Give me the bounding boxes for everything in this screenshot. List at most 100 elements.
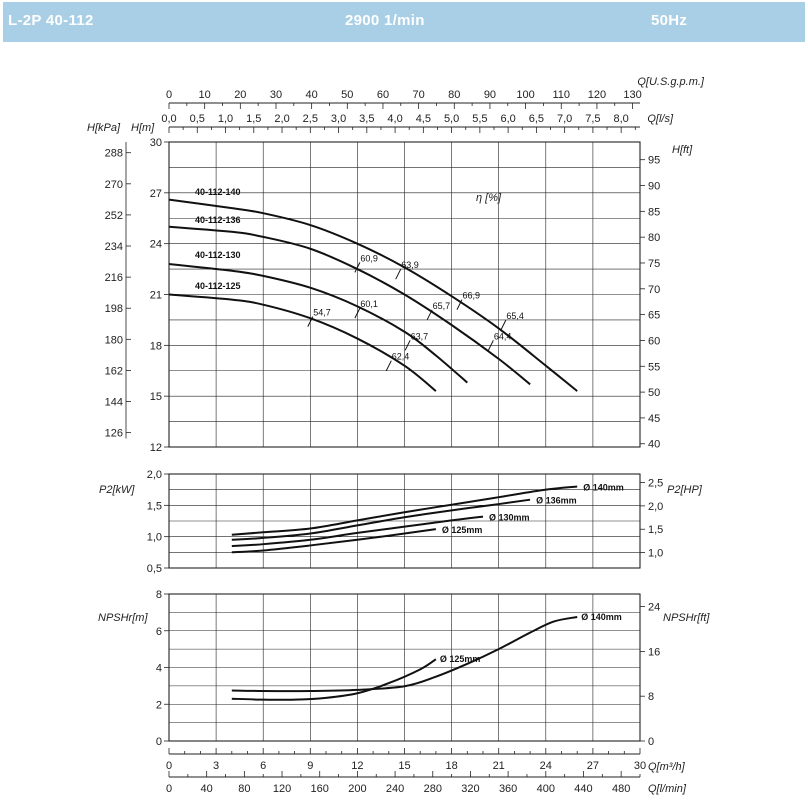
ls-tick-label: 7,5 xyxy=(585,113,600,125)
head-ft-tick-label: 75 xyxy=(648,258,660,270)
power-curve-label: Ø 140mm xyxy=(583,483,624,493)
efficiency-mark xyxy=(354,262,361,273)
gpm-tick-label: 50 xyxy=(341,89,353,101)
power-kw-tick-label: 1,0 xyxy=(147,532,162,544)
efficiency-mark-label: 63,7 xyxy=(411,331,429,341)
gpm-tick-label: 60 xyxy=(377,89,389,101)
kpa-tick-label: 198 xyxy=(105,303,123,315)
kpa-tick-label: 288 xyxy=(105,148,123,160)
npsh-m-tick-label: 4 xyxy=(156,663,162,675)
ls-axis-label: Q[l/s] xyxy=(647,113,674,125)
m3h-tick-label: 27 xyxy=(587,760,599,772)
ls-tick-label: 3,0 xyxy=(331,113,346,125)
m3h-tick-label: 24 xyxy=(540,760,552,772)
power-curve-label: Ø 130mm xyxy=(489,513,530,523)
kpa-tick-label: 216 xyxy=(105,272,123,284)
kpa-tick-label: 144 xyxy=(105,397,123,409)
gpm-tick-label: 130 xyxy=(623,89,641,101)
efficiency-mark xyxy=(456,299,463,310)
kpa-tick-label: 234 xyxy=(105,241,123,253)
lmin-tick-label: 240 xyxy=(386,783,404,795)
kpa-tick-label: 180 xyxy=(105,334,123,346)
lmin-tick-label: 320 xyxy=(461,783,479,795)
head-m-tick-label: 27 xyxy=(150,188,162,200)
head-m-tick-label: 12 xyxy=(150,442,162,454)
npsh-ft-tick-label: 0 xyxy=(648,736,654,748)
head-m-tick-label: 21 xyxy=(150,290,162,302)
efficiency-mark-label: 64,4 xyxy=(494,331,512,341)
lmin-tick-label: 200 xyxy=(348,783,366,795)
frequency-title: 50Hz xyxy=(651,12,688,29)
npsh-ft-tick-label: 16 xyxy=(648,646,660,658)
m3h-tick-label: 18 xyxy=(445,760,457,772)
efficiency-mark xyxy=(385,360,392,371)
model-title: L-2P 40-112 xyxy=(8,12,94,29)
m3h-tick-label: 12 xyxy=(351,760,363,772)
head-m-tick-label: 30 xyxy=(150,137,162,149)
ls-tick-label: 3,5 xyxy=(359,113,374,125)
head-m-label: H[m] xyxy=(131,122,155,134)
head-curve xyxy=(168,263,468,384)
ls-tick-label: 0,0 xyxy=(161,113,176,125)
ls-tick-label: 4,5 xyxy=(416,113,431,125)
head-curve xyxy=(168,198,578,392)
efficiency-mark xyxy=(354,307,361,319)
lmin-tick-label: 480 xyxy=(612,783,630,795)
npsh-m-tick-label: 0 xyxy=(156,736,162,748)
gpm-tick-label: 100 xyxy=(516,89,534,101)
head-ft-tick-label: 40 xyxy=(648,439,660,451)
power-hp-label: P2[HP] xyxy=(667,484,703,496)
head-ft-tick-label: 60 xyxy=(648,335,660,347)
speed-title: 2900 1/min xyxy=(345,12,425,29)
head-ft-tick-label: 85 xyxy=(648,206,660,218)
power-hp-tick-label: 1,5 xyxy=(648,524,663,536)
power-hp-tick-label: 1,0 xyxy=(648,548,663,560)
npsh-m-tick-label: 8 xyxy=(156,589,162,601)
lmin-axis-label: Q[l/min] xyxy=(648,783,687,795)
head-ft-tick-label: 50 xyxy=(648,387,660,399)
efficiency-mark xyxy=(307,316,314,327)
efficiency-mark xyxy=(487,340,494,351)
lmin-tick-label: 120 xyxy=(273,783,291,795)
head-ft-tick-label: 70 xyxy=(648,284,660,296)
m3h-tick-label: 30 xyxy=(634,760,646,772)
head-curve-label: 40-112-125 xyxy=(195,281,241,291)
lmin-tick-label: 360 xyxy=(499,783,517,795)
head-ft-tick-label: 55 xyxy=(648,361,660,373)
m3h-tick-label: 21 xyxy=(493,760,505,772)
efficiency-mark-label: 60,1 xyxy=(360,299,378,309)
lmin-tick-label: 80 xyxy=(238,783,250,795)
head-curve-label: 40-112-140 xyxy=(195,187,241,197)
efficiency-mark-label: 54,7 xyxy=(313,308,331,318)
power-curve-label: Ø 136mm xyxy=(536,496,577,506)
ls-tick-label: 5,0 xyxy=(444,113,459,125)
power-curve-label: Ø 125mm xyxy=(442,525,483,535)
efficiency-label: η [%] xyxy=(476,192,502,204)
efficiency-mark-label: 63,9 xyxy=(401,260,419,270)
gpm-tick-label: 70 xyxy=(412,89,424,101)
kpa-tick-label: 126 xyxy=(105,428,123,440)
power-hp-tick-label: 2,0 xyxy=(648,501,663,513)
power-kw-tick-label: 2,0 xyxy=(147,469,162,481)
ls-tick-label: 4,0 xyxy=(387,113,402,125)
efficiency-mark-label: 65,7 xyxy=(433,301,451,311)
lmin-tick-label: 280 xyxy=(424,783,442,795)
efficiency-mark xyxy=(395,268,402,280)
head-m-tick-label: 24 xyxy=(150,239,162,251)
m3h-tick-label: 15 xyxy=(398,760,410,772)
head-ft-tick-label: 90 xyxy=(648,181,660,193)
power-curve xyxy=(231,498,531,541)
ls-tick-label: 0,5 xyxy=(190,113,205,125)
efficiency-mark-label: 60,9 xyxy=(360,253,378,263)
kpa-tick-label: 162 xyxy=(105,365,123,377)
ls-tick-label: 8,0 xyxy=(614,113,629,125)
npsh-ft-tick-label: 8 xyxy=(648,691,654,703)
m3h-axis-label: Q[m³/h] xyxy=(648,761,686,773)
lmin-tick-label: 40 xyxy=(201,783,213,795)
head-ft-tick-label: 45 xyxy=(648,413,660,425)
head-ft-label: H[ft] xyxy=(672,144,693,156)
gpm-tick-label: 90 xyxy=(484,89,496,101)
head-curve-label: 40-112-130 xyxy=(195,250,241,260)
head-ft-tick-label: 80 xyxy=(648,232,660,244)
power-curve xyxy=(231,515,484,548)
